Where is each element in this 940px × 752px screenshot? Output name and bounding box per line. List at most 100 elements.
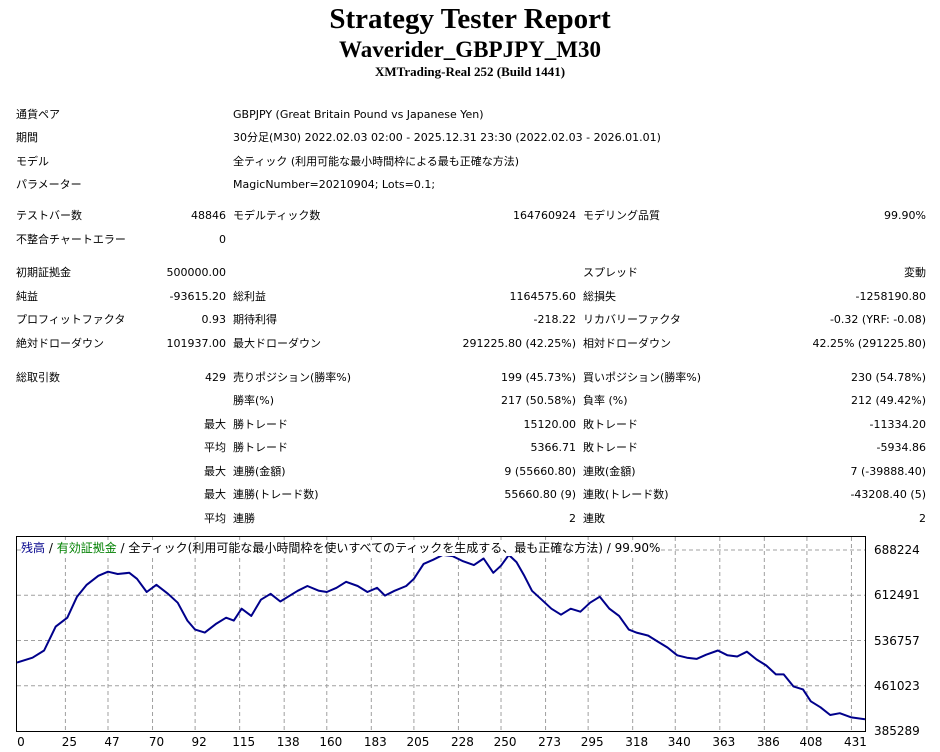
- profit-trades-label: 勝率(%): [233, 394, 275, 407]
- x-axis: 0 25 47 70 92 115 138 160 183 205 228 250 273 295 318 3…: [16, 734, 867, 752]
- server-info: XMTrading-Real 252 (Build 1441): [374, 64, 566, 79]
- recovery-factor-value: -0.32 (YRF: -0.08): [829, 313, 926, 326]
- deposit-label: 初期証拠金: [16, 266, 71, 279]
- long-positions-label: 買いポジション(勝率%): [583, 371, 702, 384]
- x-tick-label: 183: [363, 735, 387, 749]
- average-loss-value: -5934.86: [876, 441, 926, 454]
- recovery-factor-label: リカバリーファクタ: [583, 313, 681, 326]
- max-drawdown-value: 291225.80 (42.25%): [462, 337, 576, 350]
- gross-profit-value: 1164575.60: [509, 290, 576, 303]
- average-loss-label: 敗トレード: [583, 441, 638, 454]
- loss-trades-label: 負率 (%): [583, 394, 628, 407]
- max-consecutive-profit-label: 連勝(トレード数): [233, 488, 319, 501]
- legend-balance: 残高: [21, 541, 46, 555]
- relative-drawdown-label: 相対ドローダウン: [583, 337, 671, 350]
- x-tick-label: 386: [756, 735, 780, 749]
- x-tick-label: 92: [191, 735, 207, 749]
- ticks-label: モデルティック数: [233, 209, 321, 222]
- balance-series-line: [17, 553, 865, 721]
- deposit-value: 500000.00: [166, 266, 227, 279]
- expected-payoff-label: 期待利得: [233, 313, 277, 326]
- max-consecutive-loss-value: -43208.40 (5): [850, 488, 926, 501]
- spread-label: スプレッド: [583, 266, 638, 279]
- settings-value-period: 30分足(M30) 2022.02.03 02:00 - 2025.12.31 …: [233, 131, 661, 144]
- max-consecutive-loss-label: 連敗(トレード数): [583, 488, 669, 501]
- max-consecutive-wins-label: 連勝(金額): [233, 465, 286, 478]
- loss-trades-value: 212 (49.42%): [850, 394, 926, 407]
- short-positions-label: 売りポジション(勝率%): [233, 371, 352, 384]
- gross-loss-label: 総損失: [583, 290, 616, 303]
- maximum-prefix: 最大: [204, 465, 226, 478]
- settings-value-symbol: GBPJPY (Great Britain Pound vs Japanese …: [233, 108, 484, 121]
- avg-consecutive-wins-label: 連勝: [233, 512, 255, 525]
- settings-value-parameters: MagicNumber=20210904; Lots=0.1;: [233, 178, 436, 191]
- x-tick-label: 295: [580, 735, 604, 749]
- average-profit-value: 5366.71: [530, 441, 577, 454]
- x-tick-label: 250: [493, 735, 517, 749]
- max-drawdown-label: 最大ドローダウン: [233, 337, 321, 350]
- largest-profit-value: 15120.00: [523, 418, 577, 431]
- relative-drawdown-value: 42.25% (291225.80): [812, 337, 926, 350]
- mismatch-value: 0: [219, 233, 226, 246]
- settings-label-period: 期間: [16, 131, 38, 144]
- settings-label-model: モデル: [16, 155, 49, 168]
- gross-loss-value: -1258190.80: [855, 290, 926, 303]
- max-consecutive-wins-value: 9 (55660.80): [504, 465, 576, 478]
- y-axis: 688224 612491 536757 461023 385289: [866, 536, 940, 746]
- gross-profit-label: 総利益: [233, 290, 266, 303]
- short-positions-value: 199 (45.73%): [500, 371, 576, 384]
- net-profit-value: -93615.20: [169, 290, 226, 303]
- y-tick-label: 385289: [874, 724, 920, 738]
- x-tick-label: 138: [276, 735, 300, 749]
- settings-label-symbol: 通貨ペア: [16, 108, 60, 121]
- expected-payoff-value: -218.22: [533, 313, 576, 326]
- legend-equity: 有効証拠金: [56, 541, 117, 555]
- y-tick-label: 612491: [874, 588, 920, 603]
- profit-factor-label: プロフィットファクタ: [16, 313, 126, 326]
- profit-factor-value: 0.93: [201, 313, 227, 326]
- mismatch-label: 不整合チャートエラー: [16, 233, 126, 246]
- bars-value: 48846: [191, 209, 226, 222]
- modeling-value: 99.90%: [884, 209, 926, 222]
- max-consecutive-losses-value: 7 (-39888.40): [850, 465, 926, 478]
- x-tick-label: 431: [843, 735, 867, 749]
- x-tick-label: 205: [406, 735, 430, 749]
- net-profit-label: 純益: [16, 290, 38, 303]
- report-title: Strategy Tester Report: [329, 3, 611, 35]
- average-prefix: 平均: [204, 441, 226, 454]
- x-tick-label: 25: [61, 735, 78, 749]
- average-profit-label: 勝トレード: [233, 441, 288, 454]
- absolute-drawdown-value: 101937.00: [166, 337, 227, 350]
- avg-consecutive-losses-label: 連敗: [583, 512, 605, 525]
- x-tick-label: 318: [625, 735, 649, 749]
- ticks-value: 164760924: [513, 209, 576, 222]
- largest-loss-value: -11334.20: [869, 418, 926, 431]
- legend-separator: /: [45, 541, 57, 555]
- avg-consecutive-losses-value: 2: [919, 512, 926, 525]
- settings-value-model: 全ティック (利用可能な最小時間枠による最も正確な方法): [233, 155, 520, 168]
- x-tick-label: 160: [319, 735, 343, 749]
- x-tick-label: 340: [667, 735, 691, 749]
- max-consecutive-profit-value: 55660.80 (9): [504, 488, 576, 501]
- total-trades-value: 429: [205, 371, 226, 384]
- y-tick-label: 536757: [874, 633, 920, 648]
- largest-profit-label: 勝トレード: [233, 418, 288, 431]
- absolute-drawdown-label: 絶対ドローダウン: [16, 337, 104, 350]
- balance-chart-plot: [17, 537, 865, 731]
- x-tick-label: 273: [538, 735, 561, 749]
- long-positions-value: 230 (54.78%): [850, 371, 926, 384]
- y-tick-label: 688224: [874, 543, 920, 557]
- balance-chart: 残高 / 有効証拠金 / 全ティック(利用可能な最小時間枠を使いすべてのティック…: [16, 536, 866, 732]
- spread-value: 変動: [904, 266, 926, 279]
- largest-prefix: 最大: [204, 418, 226, 431]
- chart-legend: 残高 / 有効証拠金 / 全ティック(利用可能な最小時間枠を使いすべてのティック…: [21, 540, 661, 556]
- largest-loss-label: 敗トレード: [583, 418, 638, 431]
- avg-consecutive-wins-value: 2: [569, 512, 576, 525]
- report-subtitle: Waverider_GBPJPY_M30: [339, 37, 601, 62]
- x-tick-label: 115: [232, 735, 256, 749]
- legend-separator: /: [116, 541, 129, 555]
- max-consecutive-losses-label: 連敗(金額): [583, 465, 636, 478]
- x-tick-label: 408: [799, 735, 823, 749]
- x-tick-label: 47: [104, 735, 120, 749]
- legend-model: 全ティック(利用可能な最小時間枠を使いすべてのティックを生成する、最も正確な方法…: [128, 541, 661, 555]
